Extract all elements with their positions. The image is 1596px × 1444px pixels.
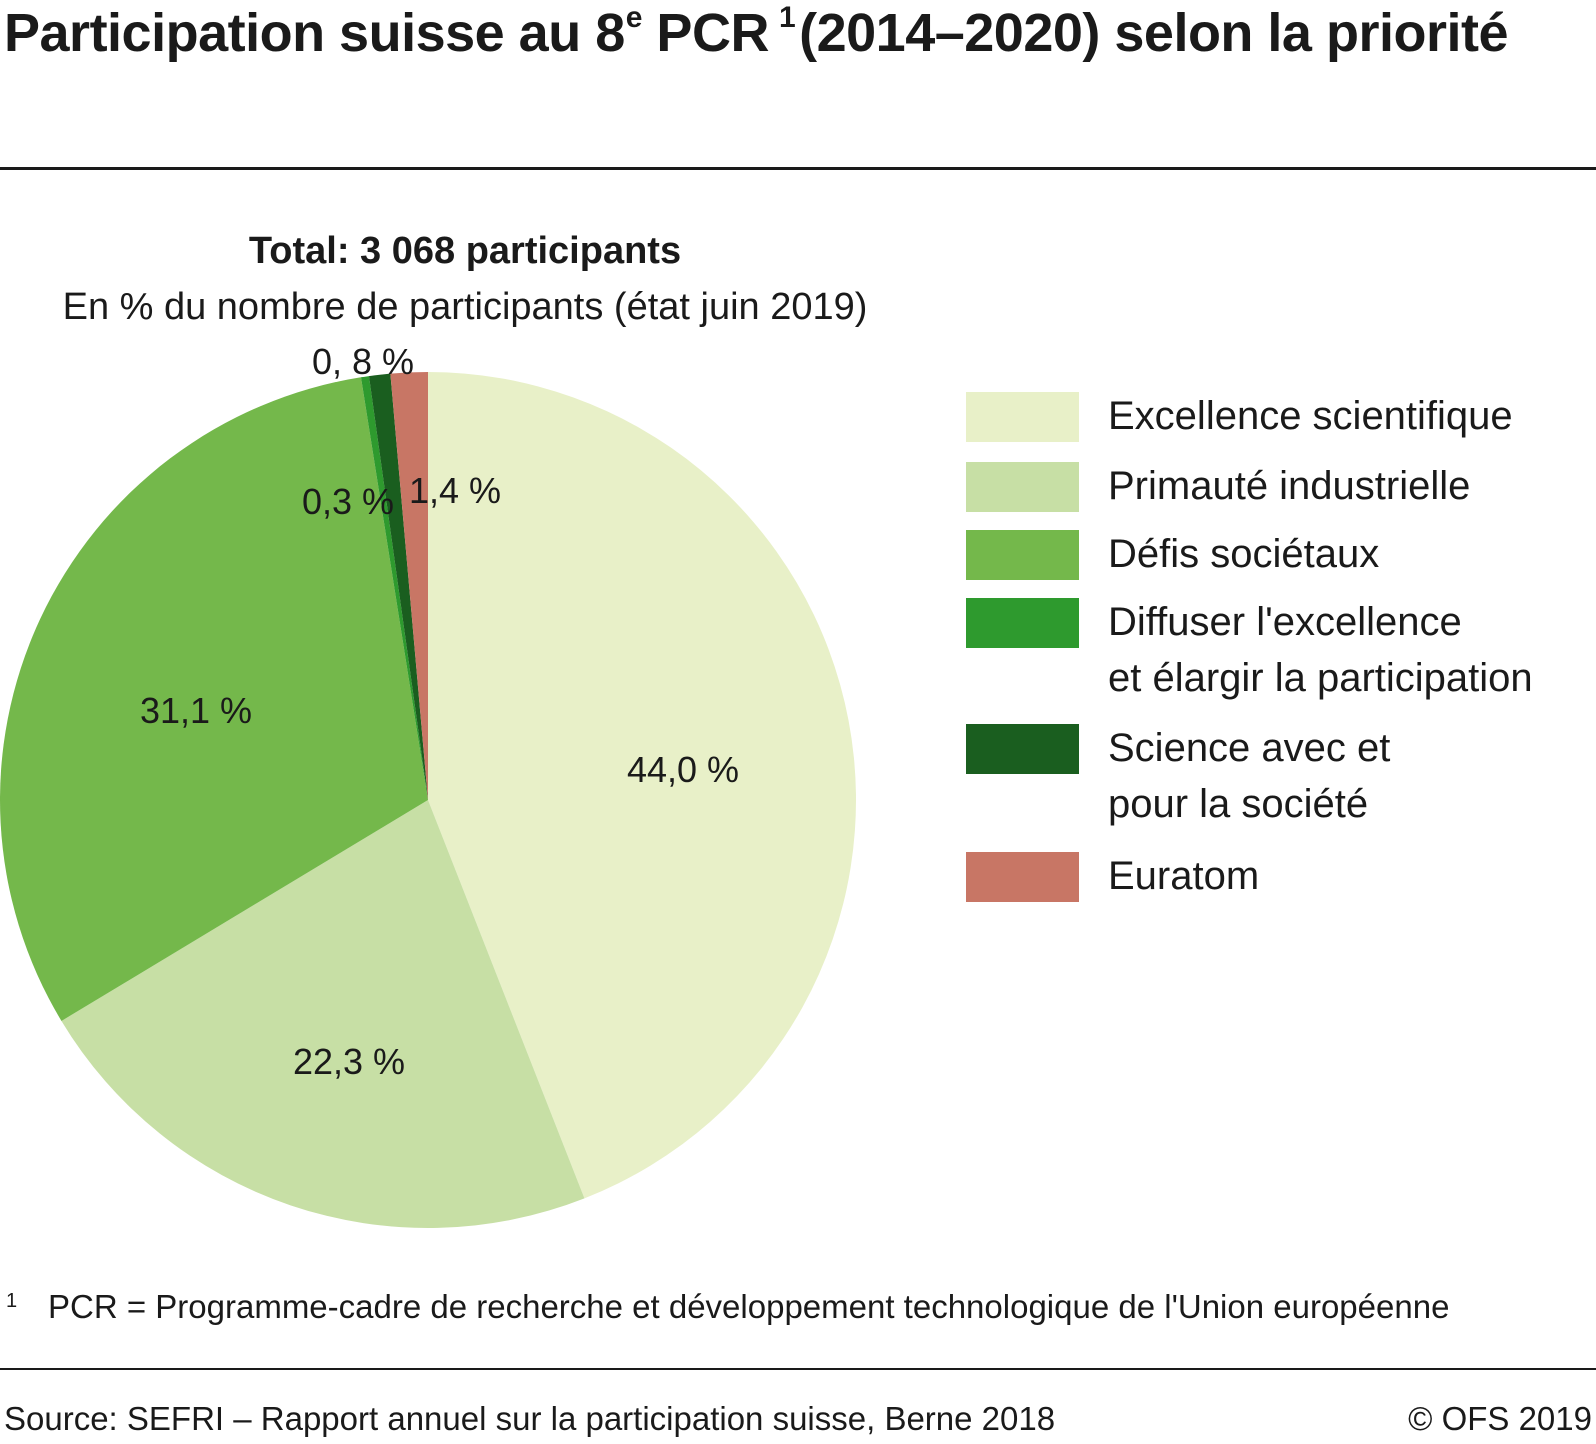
source-note: Source: SEFRI – Rapport annuel sur la pa… [4,1400,1056,1437]
chart-subtitle: En % du nombre de participants (état jui… [62,286,868,328]
pie-slice-diffuser-excellence [360,376,428,800]
slice-label-euratom: 1,4 % [409,470,501,511]
slice-label-excellence-scientifique: 44,0 % [627,749,739,790]
legend-swatch [966,852,1079,902]
footnote-text: PCR = Programme-cadre de recherche et dé… [48,1288,1450,1325]
title-text-1: Participation suisse au 8 [4,3,625,63]
title-footnote-marker: 1 [778,1,796,34]
legend-swatch [966,392,1079,442]
legend-swatch [966,462,1079,512]
legend-swatch [966,724,1079,774]
pie-slice-primaute-industrielle [61,800,585,1228]
slice-label-diffuser-excellence: 0,3 % [302,481,394,522]
legend-swatch [966,598,1079,648]
title-text-3: (2014–2020) selon la priorité [799,3,1508,63]
legend-swatch [966,530,1079,580]
slice-label-science-societe: 0, 8 % [312,341,414,382]
page-title: Participation suisse au 8e PCR 1(2014–202… [4,0,1564,66]
pie-slice-excellence-scientifique [428,372,856,1199]
top-divider [0,167,1596,170]
slice-label-defis-societaux: 31,1 % [140,690,252,731]
footnote-marker: 1 [6,1290,18,1312]
chart-title: Total: 3 068 participants [248,230,682,272]
title-superscript-e: e [625,1,643,34]
legend-label: Euratom [1108,854,1260,898]
legend-label: Science avec et pour la société [1108,726,1391,826]
copyright-note: © OFS 2019 [1408,1400,1592,1437]
legend-label: Excellence scientifique [1108,394,1513,438]
pie-chart: 44,0 % 22,3 % 31,1 % 0,3 % 0, 8 % 1,4 % [0,341,856,1228]
slice-label-primaute-industrielle: 22,3 % [293,1041,405,1082]
title-text-2: PCR [641,3,769,63]
pie-slice-science-societe [368,373,428,800]
pie-slice-euratom [390,372,428,800]
bottom-divider [0,1368,1596,1370]
pie-slice-defis-societaux [0,377,428,1021]
legend-label: Défis sociétaux [1108,532,1380,576]
legend-label: Primauté industrielle [1108,464,1471,508]
legend-label: Diffuser l'excellence et élargir la part… [1108,600,1533,700]
